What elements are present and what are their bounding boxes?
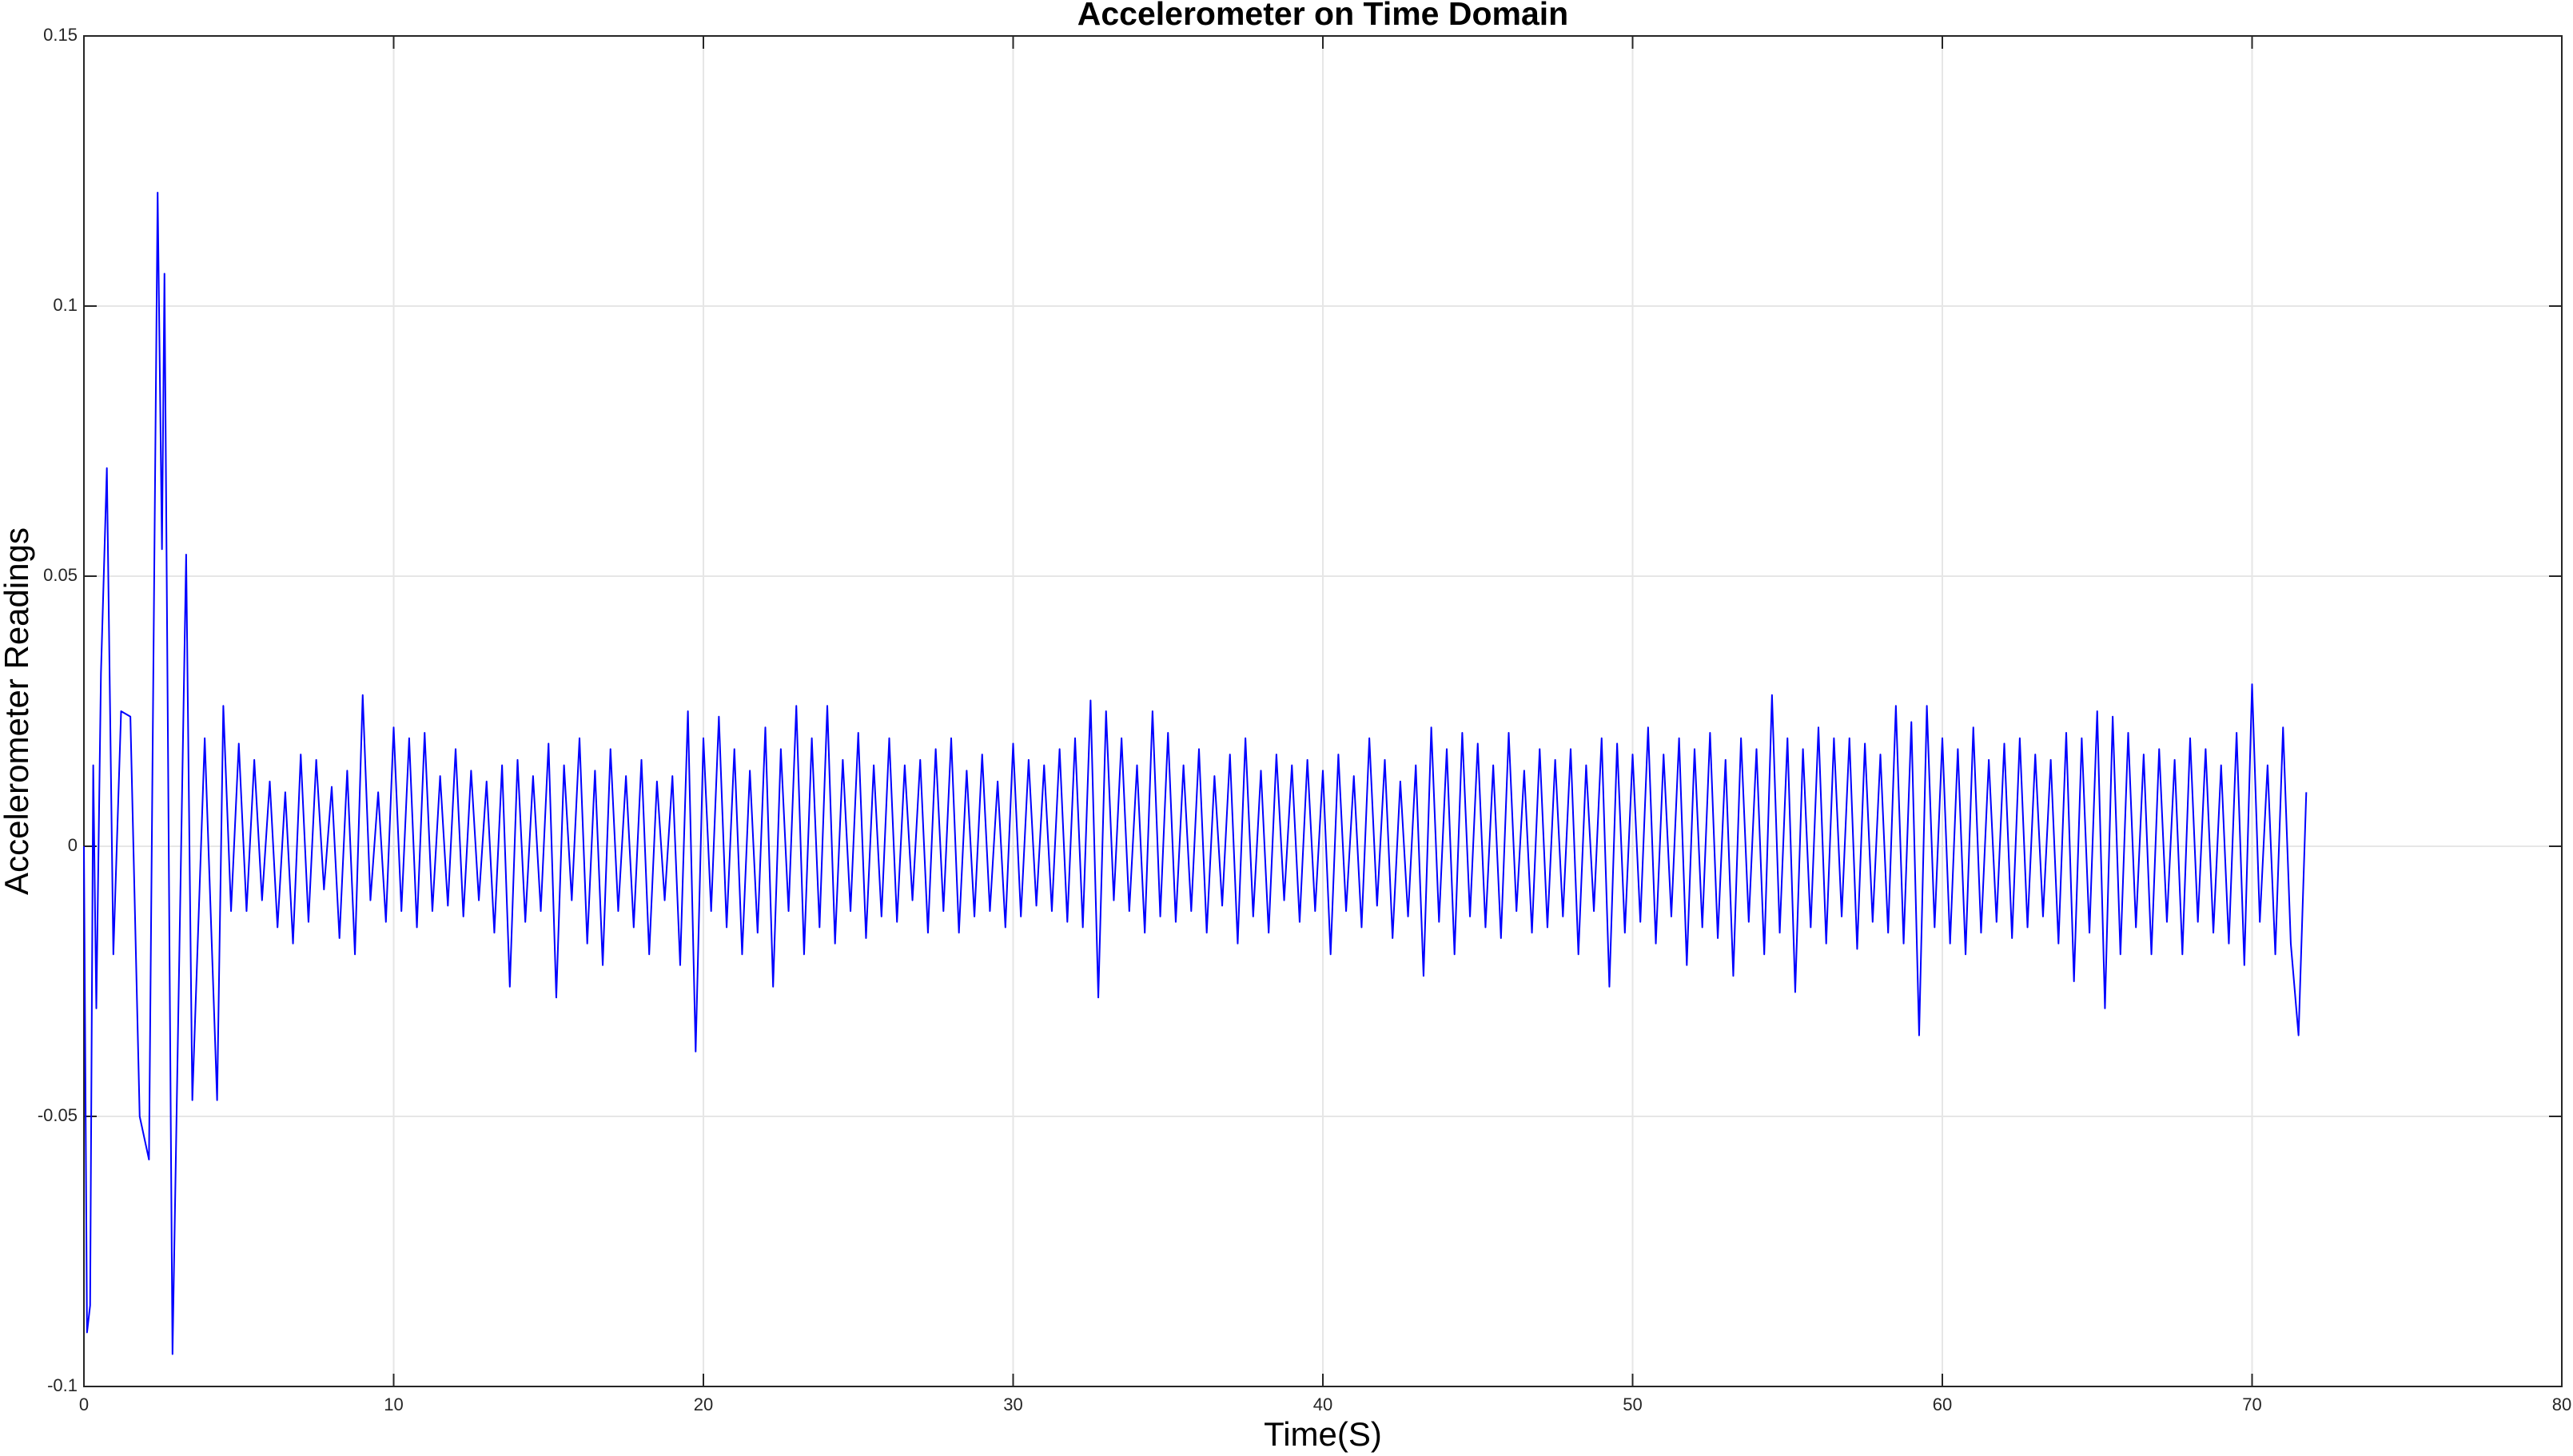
x-tick-label: 40 (1313, 1394, 1332, 1414)
x-tick-label: 0 (79, 1394, 89, 1414)
y-tick-label: 0 (68, 835, 78, 855)
x-tick-label: 80 (2552, 1394, 2571, 1414)
x-tick-label: 50 (1623, 1394, 1642, 1414)
chart-title: Accelerometer on Time Domain (1077, 0, 1568, 32)
x-tick-label: 60 (1933, 1394, 1952, 1414)
y-tick-label: -0.05 (38, 1105, 78, 1125)
y-tick-label: 0.1 (53, 295, 78, 315)
y-axis-label: Accelerometer Readings (0, 527, 35, 895)
x-axis-label: Time(S) (1264, 1415, 1382, 1453)
y-tick-label: 0.05 (43, 565, 78, 585)
x-tick-label: 30 (1003, 1394, 1022, 1414)
x-tick-label: 70 (2242, 1394, 2261, 1414)
y-tick-label: -0.1 (47, 1375, 78, 1395)
plot-frame (83, 35, 2563, 1387)
data-line (83, 192, 2308, 1355)
x-tick-label: 10 (384, 1394, 403, 1414)
x-tick-label: 20 (694, 1394, 713, 1414)
y-tick-label: 0.15 (43, 25, 78, 45)
